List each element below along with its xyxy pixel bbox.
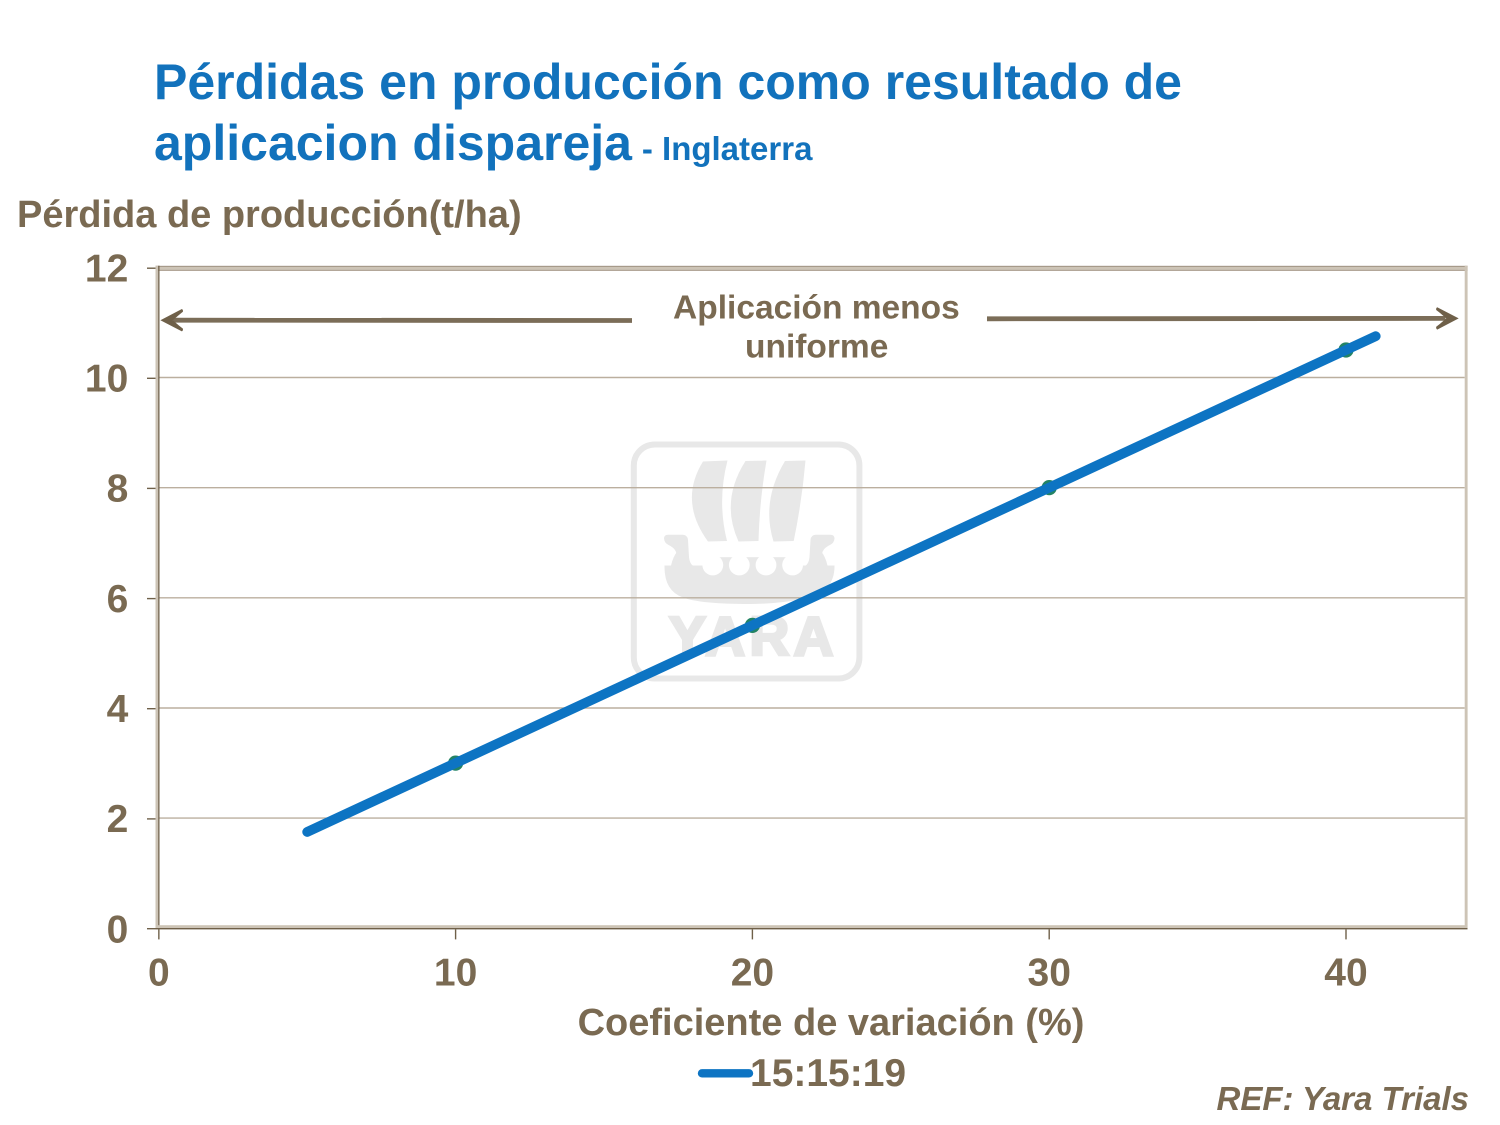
- svg-text:0: 0: [107, 908, 129, 951]
- svg-text:Coeficiente de variación (%): Coeficiente de variación (%): [578, 1002, 1085, 1044]
- svg-text:uniforme: uniforme: [745, 329, 888, 366]
- svg-text:REF: Yara Trials: REF: Yara Trials: [1216, 1080, 1469, 1117]
- svg-text:Aplicación menos: Aplicación menos: [673, 289, 960, 326]
- svg-text:0: 0: [148, 951, 170, 994]
- svg-text:8: 8: [107, 468, 129, 511]
- svg-text:12: 12: [85, 247, 128, 290]
- svg-text:2: 2: [107, 798, 129, 841]
- svg-text:Pérdida de producción(t/ha): Pérdida de producción(t/ha): [17, 194, 522, 236]
- svg-text:10: 10: [85, 358, 128, 401]
- svg-text:20: 20: [731, 951, 774, 994]
- svg-text:6: 6: [107, 578, 129, 621]
- svg-text:Pérdidas en producción como re: Pérdidas en producción como resultado de: [154, 54, 1182, 110]
- svg-text:40: 40: [1324, 951, 1367, 994]
- svg-text:YARA: YARA: [669, 605, 838, 667]
- svg-text:30: 30: [1028, 951, 1071, 994]
- svg-text:4: 4: [107, 688, 129, 731]
- svg-text:15:15:19: 15:15:19: [750, 1052, 906, 1095]
- svg-text:10: 10: [434, 951, 477, 994]
